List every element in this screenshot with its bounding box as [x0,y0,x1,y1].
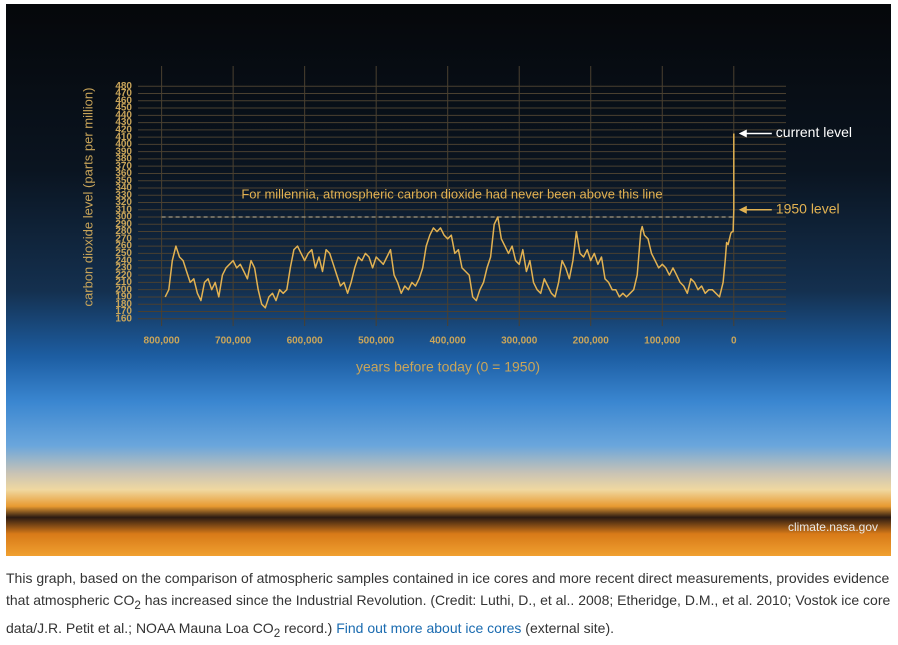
threshold-label: For millennia, atmospheric carbon dioxid… [241,186,662,201]
y-tick-label: 350 [115,175,132,186]
y-tick-label: 440 [115,110,132,121]
y-tick-label: 160 [115,313,132,324]
x-tick-label: 0 [731,336,737,347]
y-tick-label: 190 [115,292,132,303]
y-tick-label: 390 [115,146,132,157]
x-tick-label: 400,000 [430,336,467,347]
y-tick-label: 210 [115,277,132,288]
y-tick-label: 270 [115,233,132,244]
y-tick-label: 230 [115,263,132,274]
annotation-label: current level [776,124,852,140]
x-tick-label: 200,000 [573,336,610,347]
x-tick-label: 500,000 [358,336,395,347]
caption-text: 2 [273,626,281,640]
y-tick-label: 310 [115,204,132,215]
y-tick-label: 360 [115,168,132,179]
y-tick-label: 430 [115,117,132,128]
caption-text: has increased since the Industrial Revol… [6,592,891,636]
y-tick-label: 180 [115,299,132,310]
y-tick-label: 250 [115,248,132,259]
y-tick-label: 330 [115,190,132,201]
y-tick-label: 470 [115,88,132,99]
y-tick-label: 280 [115,226,132,237]
y-tick-label: 170 [115,306,132,317]
y-tick-label: 400 [115,139,132,150]
y-tick-label: 420 [115,124,132,135]
caption-text: (external site). [521,619,615,636]
y-tick-label: 220 [115,270,132,281]
caption-link[interactable]: Find out more about ice cores [336,619,522,636]
arrow-head [738,129,747,138]
caption-text: 2 [134,598,141,612]
credit: climate.nasa.gov [788,520,878,534]
y-tick-label: 380 [115,154,132,165]
x-tick-label: 600,000 [287,336,324,347]
y-tick-label: 340 [115,183,132,194]
y-axis-label: carbon dioxide level (parts per million) [80,88,95,307]
arrow-head [738,205,747,214]
x-tick-label: 800,000 [144,336,181,347]
chart: years before today (0 = 1950) carbon dio… [80,66,878,534]
y-tick-label: 240 [115,255,132,266]
y-tick-label: 320 [115,197,132,208]
y-tick-label: 290 [115,219,132,230]
annotation-label: 1950 level [776,200,840,216]
caption: This graph, based on the comparison of a… [6,567,891,645]
caption-text: record.) [280,619,337,636]
y-tick-label: 260 [115,241,132,252]
y-tick-label: 370 [115,161,132,172]
chart-image: years before today (0 = 1950) carbon dio… [6,4,891,556]
caption-text: This graph, based on the comparison of a… [6,570,890,608]
y-tick-label: 460 [115,95,132,106]
y-tick-label: 450 [115,103,132,114]
y-tick-label: 200 [115,284,132,295]
x-axis-label: years before today (0 = 1950) [356,359,540,375]
y-tick-label: 300 [115,212,132,223]
y-tick-label: 480 [115,81,132,92]
x-tick-label: 300,000 [501,336,538,347]
x-tick-label: 100,000 [644,336,681,347]
co2-line [164,133,735,309]
x-tick-label: 700,000 [215,336,252,347]
y-tick-label: 410 [115,132,132,143]
